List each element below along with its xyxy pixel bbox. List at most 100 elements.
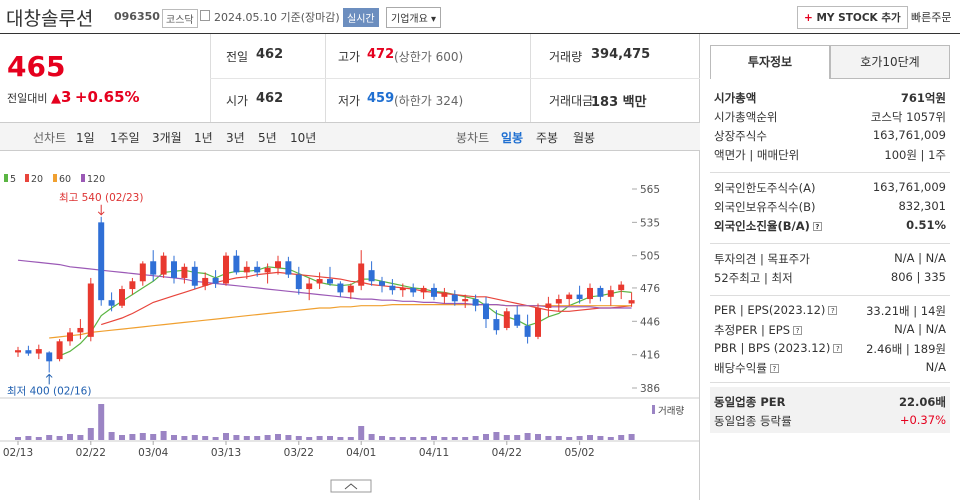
tab[interactable]: 호가10단계 [830,45,950,79]
candle-body [254,266,261,273]
tab[interactable]: 투자정보 [710,45,830,79]
y-tick-label: 565 [640,184,660,196]
period-button[interactable]: 5년 [258,131,277,145]
period-button[interactable]: 1일 [76,131,95,145]
summary-label: 시가 [226,94,249,108]
info-label: 상장주식수 [714,129,767,143]
candle-period-button[interactable]: 월봉 [573,131,596,145]
summary-label: 고가 [338,50,361,64]
volume-bar [503,435,510,440]
candle-body [56,341,63,360]
candle-body [243,266,250,273]
legend-label: 60 [59,174,71,185]
toolbar-label: 봉차트 [456,131,490,145]
left-panel [0,34,700,500]
candle-body [316,279,323,284]
volume-bar [98,404,105,440]
help-icon[interactable]: ? [833,344,843,353]
info-row: 배당수익률? N/A [714,360,946,379]
candle-body [119,289,125,306]
overview-button[interactable]: 기업개요 ▾ [386,7,442,28]
volume-bar [587,435,593,440]
info-label: 외국인보유주식수(B) [714,200,816,214]
info-label: 52주최고 | 최저 [714,271,793,285]
candle-body [25,350,32,354]
volume-bar [628,434,635,440]
candle-body [607,290,614,297]
period-button[interactable]: 3년 [226,131,245,145]
info-row: 동일업종 PER 22.06배 [714,394,946,413]
candle-body [337,283,344,293]
candle-body [389,285,396,291]
info-label: 외국인한도주식수(A) [714,181,816,195]
volume-bar [545,436,552,440]
help-icon[interactable]: ? [828,306,838,315]
change: 3 [60,88,72,106]
help-icon[interactable]: ? [769,364,779,373]
info-value: 163,761,009 [872,128,946,142]
summary-note: (상한가 600) [394,50,464,64]
volume-bar [202,436,209,440]
candle-body [87,283,94,337]
info-label: 동일업종 PER [714,395,786,409]
candle-body [108,300,115,306]
volume-bar [306,437,313,440]
volume-bar [472,436,479,440]
candle-body [493,319,500,331]
info-row: 추정PER | EPS? N/A | N/A [714,322,946,341]
info-label: 시가총액 [714,91,757,105]
volume-bar [431,436,437,440]
collapse-button[interactable] [330,479,372,493]
candle-body [545,303,552,308]
overview-text: 기업개요 [391,14,428,25]
volume-bar [358,426,365,440]
volume-bar [139,433,146,440]
info-value: 100원 | 1주 [884,148,946,162]
period-button[interactable]: 10년 [290,131,317,145]
period-button[interactable]: 1년 [194,131,213,145]
info-label: PER | EPS(2023.12)? [714,303,838,317]
candle-body [503,311,510,328]
x-tick-label: 04/01 [346,447,376,459]
quick-order[interactable]: 빠른주문 [911,11,952,24]
candle-body [306,283,313,290]
candle-body [618,284,625,291]
summary-value: 183 백만 [591,95,647,110]
change-label: 전일대비 [7,92,48,105]
low-arrow [45,373,53,385]
candle-body [223,255,229,284]
candle-body [98,222,105,301]
volume-bar [15,437,21,440]
realtime-badge[interactable]: 실시간 [343,8,379,27]
volume-bar [462,437,469,440]
candle-body [233,255,240,273]
help-icon[interactable]: ? [812,222,822,231]
sector-box [710,387,950,433]
candle-body [77,327,84,333]
info-row: 외국인보유주식수(B) 832,301 [714,199,946,218]
mystock-button[interactable]: + MY STOCK 추가 [797,6,908,29]
x-tick-label: 04/22 [492,447,522,459]
period-button[interactable]: 3개월 [152,131,182,145]
summary-value: 472 [367,47,395,62]
volume-bar [389,437,396,440]
volume-bar [576,436,583,440]
volume-bar [56,436,63,440]
info-label: 배당수익률? [714,360,779,376]
candle-body [264,267,271,273]
volume-bar [441,437,448,440]
help-icon[interactable]: ? [793,326,803,335]
candle-body [555,299,562,304]
candle-body [46,352,53,362]
ma-line [17,259,632,309]
mystock-text: MY STOCK 추가 [816,12,901,24]
candle-period-button[interactable]: 일봉 [501,131,524,145]
candle-period-button[interactable]: 주봉 [536,131,559,145]
section-rule [710,172,950,173]
volume-legend: 거래량 [658,405,684,417]
info-row: 시가총액순위 코스닥 1057위 [714,109,946,128]
candle-body [368,270,375,282]
volume-bar [233,435,240,440]
volume-bar [77,435,84,440]
period-button[interactable]: 1주일 [110,131,140,145]
